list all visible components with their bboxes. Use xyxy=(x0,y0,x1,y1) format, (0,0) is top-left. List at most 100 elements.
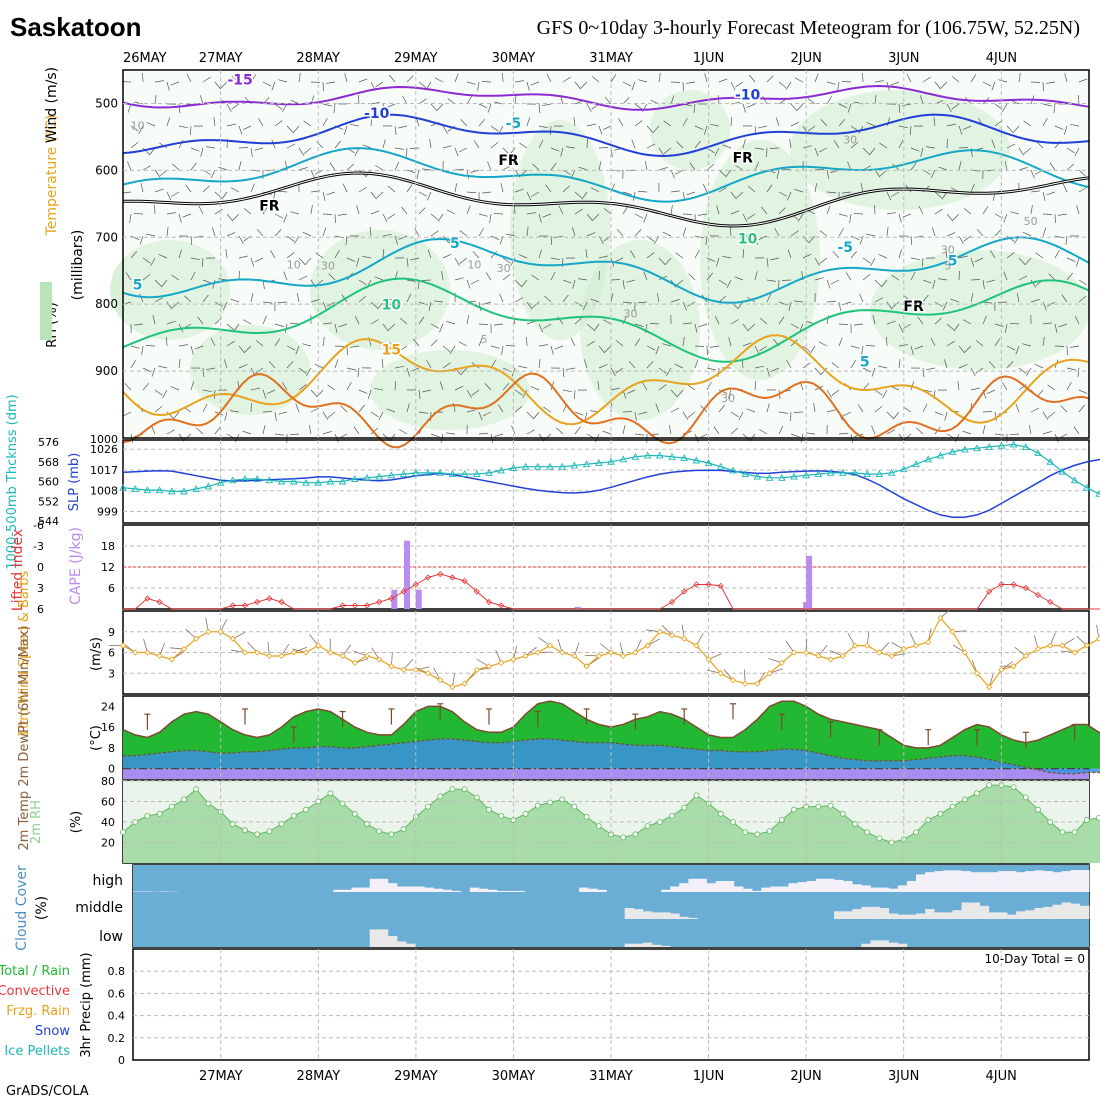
wind-barb xyxy=(638,79,648,83)
wind-barb xyxy=(230,298,240,303)
wind-barb xyxy=(946,123,956,127)
wind-barb xyxy=(953,323,960,332)
pressure-tick: 900 xyxy=(95,364,118,378)
wind-barb xyxy=(670,95,675,105)
top-date-label: 29MAY xyxy=(394,51,438,66)
wind-barb xyxy=(449,345,456,354)
wind-barb xyxy=(271,81,276,91)
thickness-marker xyxy=(631,452,640,460)
wind-barb xyxy=(166,320,176,325)
wind-barb xyxy=(255,340,264,347)
wind-barb xyxy=(1074,315,1080,325)
wind-barb xyxy=(982,425,986,435)
wind-barb xyxy=(716,257,720,267)
wind-barb xyxy=(226,232,236,237)
wind-barb xyxy=(842,191,852,194)
wind-barb xyxy=(442,362,451,369)
wind-barb xyxy=(814,257,820,266)
wind-barb xyxy=(358,404,365,413)
wind-barb xyxy=(152,315,156,325)
wind-barb xyxy=(663,147,672,154)
wind-barb xyxy=(838,213,848,217)
cape-bar xyxy=(574,606,581,609)
wind-barb xyxy=(473,140,480,149)
wind-barb xyxy=(218,166,228,171)
wind-barb xyxy=(818,147,828,153)
wind10-barb xyxy=(708,653,722,660)
wind-barb xyxy=(418,191,428,197)
wind-barb xyxy=(562,389,572,393)
cloud-bar xyxy=(597,889,607,892)
wind-barb xyxy=(628,360,636,369)
wind-barb xyxy=(646,125,654,133)
wind-barb xyxy=(477,81,480,91)
wind-barb xyxy=(754,271,758,281)
wind-barb xyxy=(329,162,336,171)
wind-barb xyxy=(458,341,468,347)
thickness-marker xyxy=(436,468,444,476)
wind-barb xyxy=(533,411,540,420)
thickness-axis-label: 1000-500mb Thcknss (dm) xyxy=(5,394,20,569)
rh2m-marker xyxy=(1071,829,1078,836)
wind-barb xyxy=(689,162,696,171)
wind-barb xyxy=(286,252,295,259)
wind-barb xyxy=(295,345,300,355)
wind-barb xyxy=(466,96,472,105)
wind-barb xyxy=(838,432,848,435)
wind-barb xyxy=(416,169,420,179)
contour-label: -5 xyxy=(837,240,853,256)
wind-barb xyxy=(129,213,132,223)
wind-barb xyxy=(130,142,139,149)
wind-barb xyxy=(958,345,965,354)
wind-barb xyxy=(494,433,504,437)
wind-barb xyxy=(178,213,182,223)
wind-barb xyxy=(572,279,576,289)
wind-barb xyxy=(862,257,871,264)
rh2m-marker xyxy=(1096,815,1100,821)
lifted-index-marker xyxy=(339,602,346,609)
wind-barb xyxy=(422,168,432,171)
rh2m-marker xyxy=(1035,806,1041,813)
wind-barb xyxy=(286,235,295,242)
wind-barb xyxy=(1066,367,1076,371)
wind-barb xyxy=(682,337,685,347)
wind10-marker xyxy=(1034,645,1042,653)
wind-barb xyxy=(797,213,804,222)
wind10-barb xyxy=(232,631,246,640)
wind-barb xyxy=(1042,411,1049,420)
wind-barb xyxy=(1065,235,1068,245)
wind-barb xyxy=(849,213,852,223)
cloud-bar xyxy=(588,888,598,892)
thickness-marker xyxy=(485,468,493,476)
rh-blob xyxy=(790,90,1010,210)
wind-barb xyxy=(814,183,818,193)
wind-barb xyxy=(682,322,692,325)
cape-bar xyxy=(404,540,411,609)
wind-barb xyxy=(358,187,367,193)
wind-barb xyxy=(377,301,384,310)
wind-barb xyxy=(439,381,444,391)
wind-barb xyxy=(670,169,675,179)
wind-barb xyxy=(310,407,320,413)
wind-barb xyxy=(910,162,917,171)
wind-barb xyxy=(142,274,151,281)
wind-barb xyxy=(902,213,912,218)
wind-barb xyxy=(1047,384,1056,391)
cloud-bar xyxy=(770,886,780,892)
wind10-barb xyxy=(600,643,612,653)
thickness-marker xyxy=(277,477,286,485)
wind-barb xyxy=(646,345,656,351)
rh2m-marker xyxy=(864,829,871,836)
wind-barb xyxy=(402,95,408,105)
wind10-barb xyxy=(525,646,537,657)
wind-barb xyxy=(127,103,132,113)
rh2m-axis-label: 2m RH xyxy=(29,800,44,844)
lifted-index-marker xyxy=(229,602,236,609)
wind-barb xyxy=(602,430,612,435)
wind-barb xyxy=(917,316,924,325)
temp2m-unit-label: (°C) xyxy=(89,725,104,751)
wind10-marker xyxy=(815,652,822,660)
wind10-marker xyxy=(937,614,944,621)
wind-barb xyxy=(957,381,960,391)
temp2m-tick: 8 xyxy=(108,742,115,755)
